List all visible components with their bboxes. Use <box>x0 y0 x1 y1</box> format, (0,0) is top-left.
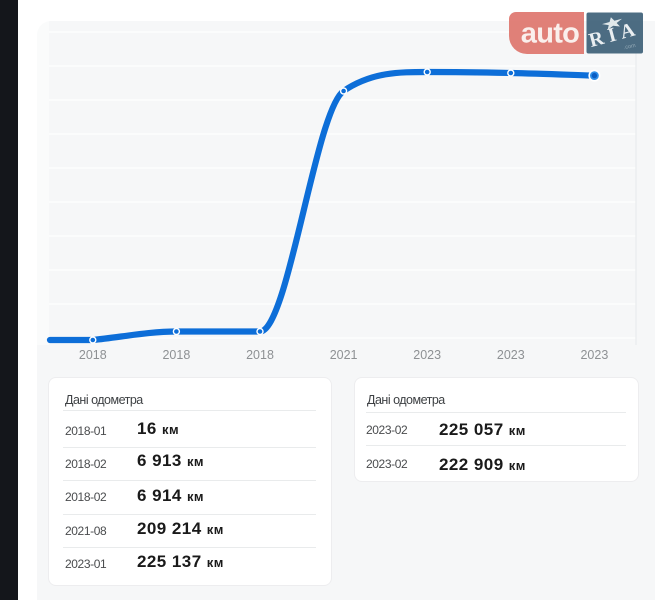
svg-text:.com: .com <box>623 43 636 51</box>
svg-text:2018: 2018 <box>246 348 274 362</box>
svg-text:2021: 2021 <box>330 348 358 362</box>
svg-text:2023: 2023 <box>497 348 525 362</box>
svg-text:2023: 2023 <box>580 348 608 362</box>
svg-text:auto: auto <box>521 18 579 50</box>
svg-text:2018: 2018 <box>79 348 107 362</box>
svg-text:2018: 2018 <box>162 348 190 362</box>
svg-text:2023: 2023 <box>413 348 441 362</box>
